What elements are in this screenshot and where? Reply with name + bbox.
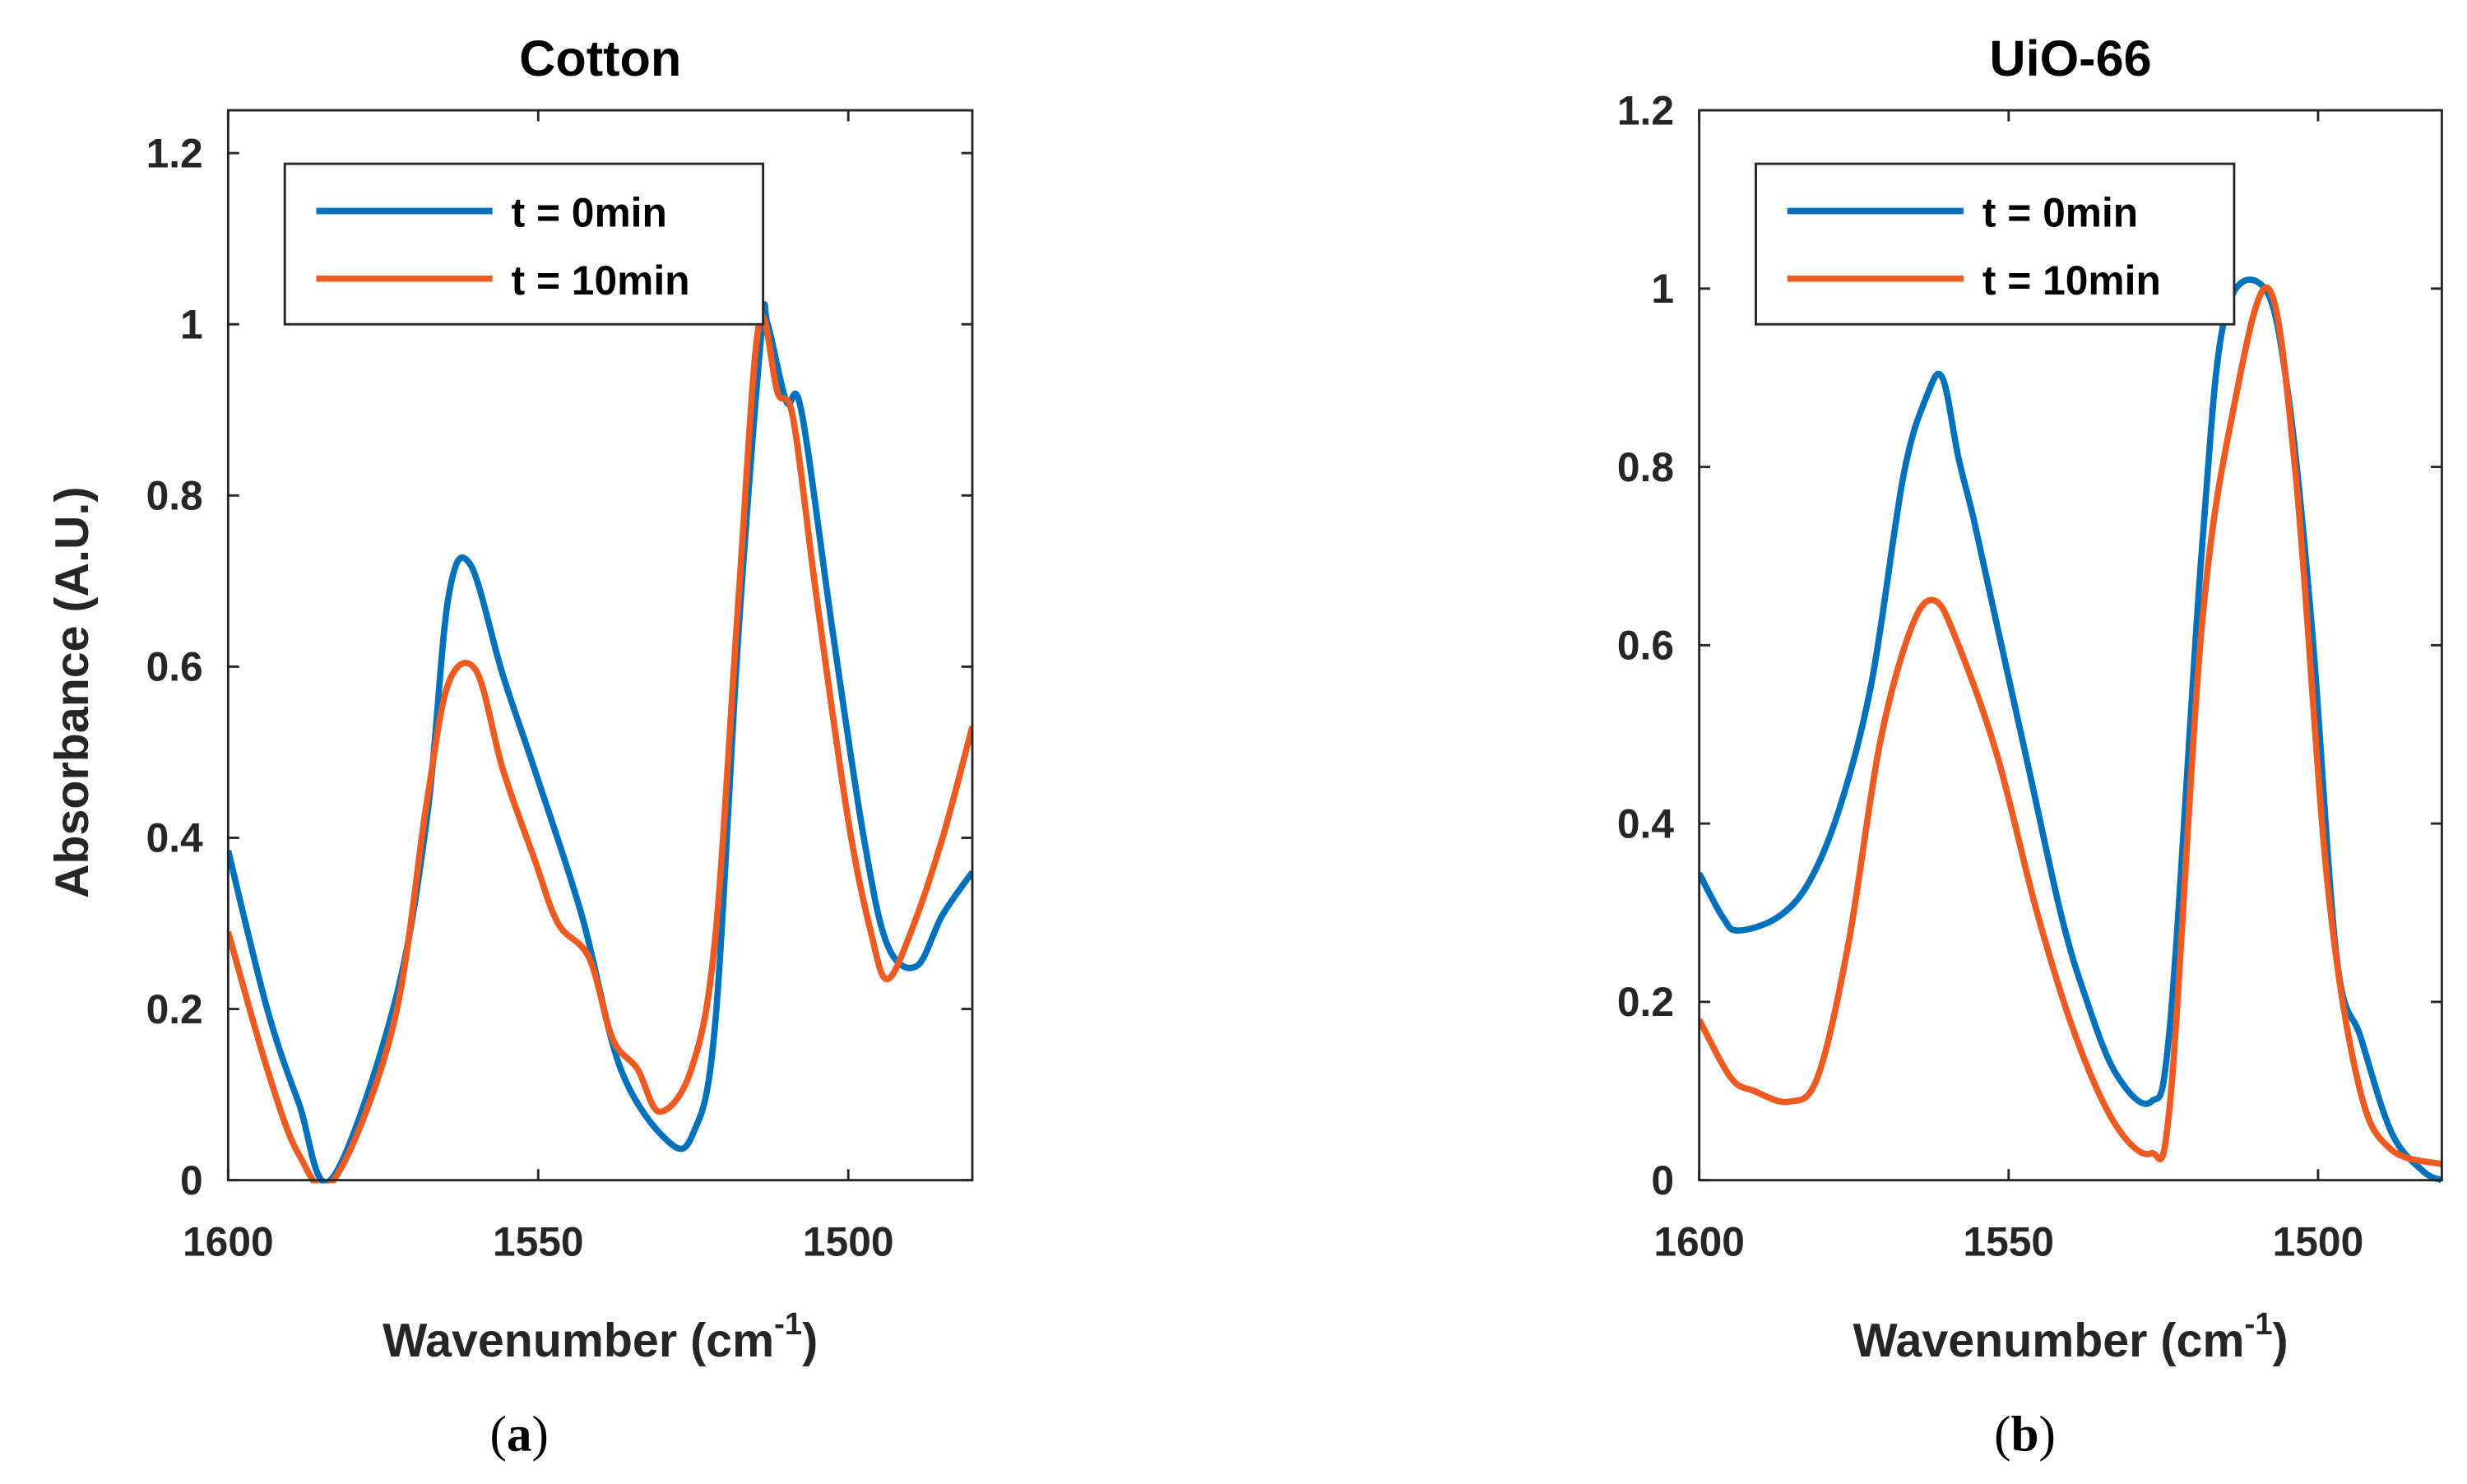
legend: t = 0min t = 10min (283, 162, 765, 326)
chart-title: Cotton (519, 30, 681, 86)
caption-open: ( (489, 1407, 506, 1463)
legend-box (1755, 162, 2236, 326)
y-tick-label: 0.4 (1617, 800, 1674, 846)
panel-caption: (b) (1994, 1407, 2056, 1463)
y-tick-label: 0 (180, 1157, 203, 1203)
x-axis-label-text: Wavenumber (cm (383, 1315, 774, 1367)
legend-entry: t = 10min (1982, 257, 2161, 304)
y-tick-label: 0.8 (146, 473, 203, 519)
x-tick-label: 1500 (2273, 1218, 2364, 1264)
caption-close: ) (2039, 1407, 2056, 1463)
series-line-t10 (1699, 284, 2442, 1167)
caption-close: ) (531, 1407, 548, 1463)
y-tick-label: 0.2 (1617, 979, 1674, 1025)
x-axis-label-sup: -1 (774, 1306, 802, 1342)
x-axis-label-text: Wavenumber (cm (1853, 1315, 2244, 1367)
x-tick-label: 1600 (183, 1218, 274, 1264)
y-tick-label: 1 (180, 301, 203, 347)
x-tick-label: 1550 (493, 1218, 584, 1264)
y-tick-label: 0.2 (146, 986, 203, 1032)
x-tick-label: 1500 (803, 1218, 894, 1264)
x-axis-label-end: ) (2272, 1315, 2288, 1367)
caption-letter: a (507, 1407, 532, 1463)
caption-open: ( (1994, 1407, 2010, 1463)
chart-title: UiO-66 (1989, 30, 2151, 86)
legend-entry: t = 0min (1982, 190, 2138, 236)
panel-uio66: 1600 1550 1500 0 0.2 0.4 0.6 0.8 1 1.2 UiO-66 Waven… (1617, 30, 2443, 1463)
y-axis-label: Absorbance (A.U.) (46, 487, 99, 898)
x-axis-label-end: ) (802, 1315, 818, 1367)
series-line-t10 (228, 313, 973, 1184)
caption-letter: b (2011, 1407, 2039, 1463)
x-axis-label-sup: -1 (2244, 1306, 2272, 1342)
legend-entry: t = 10min (512, 257, 690, 304)
y-tick-label: 0.6 (1617, 623, 1674, 669)
y-tick-label: 0.6 (146, 644, 203, 690)
x-axis-label: Wavenumber (cm-1) (1853, 1306, 2288, 1367)
legend-box (283, 162, 765, 326)
panel-cotton: 1600 1550 1500 0 0.2 0.4 0.6 0.8 1 1.2 Cotton Waven… (46, 30, 974, 1463)
legend: t = 0min t = 10min (1755, 162, 2236, 326)
x-tick-label: 1600 (1653, 1218, 1745, 1264)
panel-caption: (a) (489, 1407, 548, 1463)
y-tick-label: 0.8 (1617, 444, 1674, 490)
y-tick-label: 1.2 (1617, 87, 1674, 133)
x-axis-label: Wavenumber (cm-1) (383, 1306, 818, 1367)
y-tick-label: 0.4 (146, 815, 203, 861)
x-tick-label: 1550 (1963, 1218, 2054, 1264)
y-tick-label: 1.2 (146, 130, 203, 176)
y-tick-label: 1 (1651, 266, 1674, 312)
series-line-t0 (228, 301, 973, 1184)
legend-entry: t = 0min (512, 190, 667, 236)
axes-box (226, 109, 974, 1182)
y-tick-label: 0 (1651, 1157, 1674, 1203)
series-line-t0 (1699, 276, 2442, 1184)
